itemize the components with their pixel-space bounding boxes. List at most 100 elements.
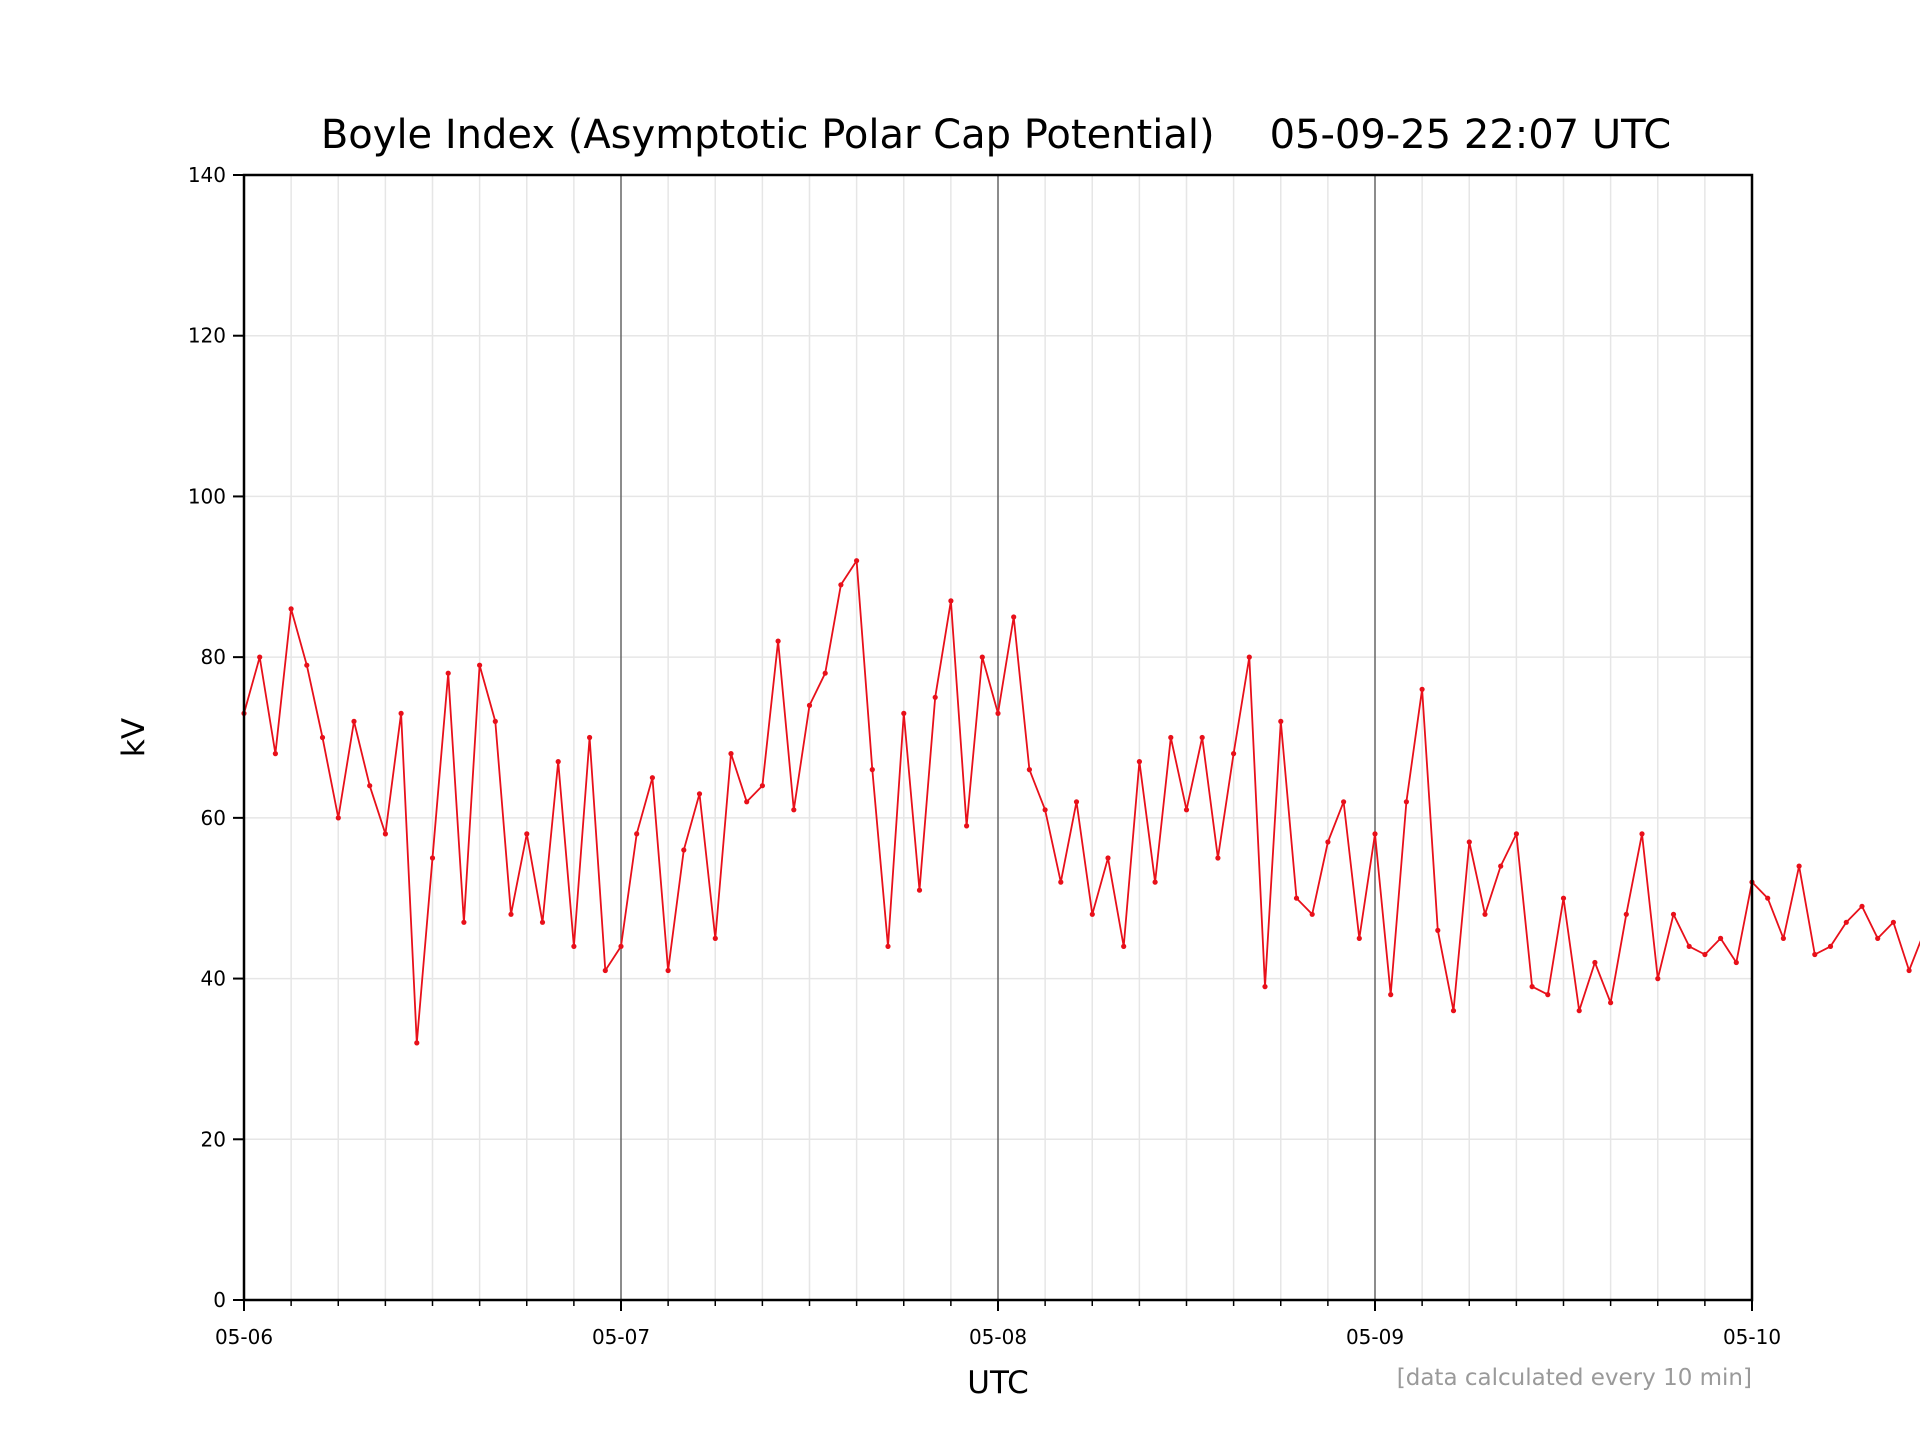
data-point xyxy=(1733,959,1739,966)
data-point xyxy=(791,807,797,813)
data-point xyxy=(1670,911,1677,917)
y-tick-label: 120 xyxy=(188,324,226,348)
data-point xyxy=(382,831,388,837)
data-point xyxy=(1796,863,1802,869)
data-point xyxy=(508,911,514,917)
data-point xyxy=(728,751,734,757)
data-point xyxy=(1325,839,1331,845)
chart-title: Boyle Index (Asymptotic Polar Cap Potent… xyxy=(321,112,1671,158)
data-point xyxy=(1073,799,1080,805)
data-point xyxy=(461,919,467,925)
data-point xyxy=(775,638,781,644)
data-point xyxy=(1639,831,1645,837)
y-tick-label: 60 xyxy=(201,806,226,830)
data-point xyxy=(1042,807,1048,813)
data-point xyxy=(838,582,844,588)
data-point xyxy=(1827,943,1834,950)
chart-title-main: Boyle Index (Asymptotic Polar Cap Potent… xyxy=(321,112,1215,158)
data-point xyxy=(1718,935,1724,942)
data-point xyxy=(1121,943,1127,950)
data-point xyxy=(351,718,357,725)
x-tick-label: 05-08 xyxy=(969,1325,1027,1349)
data-point xyxy=(1608,1000,1614,1006)
data-point xyxy=(571,943,577,950)
data-interval-note: [data calculated every 10 min] xyxy=(1397,1365,1752,1391)
data-point xyxy=(1246,654,1252,660)
data-point xyxy=(1168,734,1174,741)
data-point xyxy=(854,558,860,564)
data-point xyxy=(524,831,530,837)
data-point xyxy=(1843,919,1849,925)
data-point xyxy=(964,823,970,829)
y-tick-label: 100 xyxy=(188,484,226,508)
data-point xyxy=(1592,959,1598,966)
data-point xyxy=(1026,767,1032,773)
data-point xyxy=(1623,911,1629,917)
data-point xyxy=(1513,831,1519,837)
data-point xyxy=(1655,976,1661,982)
y-tick-label: 0 xyxy=(213,1288,226,1312)
data-point xyxy=(1498,863,1504,869)
data-point xyxy=(1356,935,1362,942)
data-point xyxy=(1812,951,1818,958)
data-point xyxy=(1576,1008,1582,1014)
data-point xyxy=(1765,895,1771,901)
data-point xyxy=(1262,984,1268,990)
data-point xyxy=(932,694,938,700)
data-point xyxy=(602,967,608,974)
series-line xyxy=(241,558,1920,1046)
data-point xyxy=(1309,911,1315,917)
data-point xyxy=(1890,919,1896,925)
x-tick-label: 05-10 xyxy=(1723,1325,1781,1349)
data-point xyxy=(1403,799,1409,805)
data-point xyxy=(445,670,451,676)
data-point xyxy=(1529,984,1535,990)
data-point xyxy=(1702,951,1708,958)
data-point xyxy=(1466,839,1472,845)
data-point xyxy=(1278,718,1284,725)
data-point xyxy=(1859,903,1865,909)
data-point xyxy=(822,670,828,676)
data-point xyxy=(367,783,373,789)
data-point xyxy=(681,847,687,853)
data-point xyxy=(1089,911,1095,917)
data-point xyxy=(429,855,436,861)
data-point xyxy=(869,767,875,773)
data-point xyxy=(304,662,310,668)
data-point xyxy=(1545,992,1551,998)
data-point xyxy=(649,775,656,781)
data-point xyxy=(1906,967,1912,974)
data-point xyxy=(1482,911,1488,917)
data-point xyxy=(319,734,326,741)
data-point xyxy=(618,943,624,950)
data-point xyxy=(1011,614,1017,620)
data-point xyxy=(1388,992,1394,998)
x-tick-label: 05-07 xyxy=(592,1325,650,1349)
data-point xyxy=(806,702,813,709)
data-point xyxy=(901,710,907,717)
data-point xyxy=(744,799,750,805)
data-point xyxy=(288,606,294,612)
y-tick-label: 140 xyxy=(188,163,226,187)
data-point xyxy=(665,967,671,974)
data-point xyxy=(1199,734,1205,741)
data-point xyxy=(1293,895,1300,901)
data-point xyxy=(398,710,404,717)
data-point xyxy=(916,887,923,893)
data-point xyxy=(477,662,483,668)
x-tick-label: 05-06 xyxy=(215,1325,273,1349)
chart-title-timestamp: 05-09-25 22:07 UTC xyxy=(1270,112,1672,158)
data-point xyxy=(1183,807,1190,813)
data-point xyxy=(257,654,263,660)
data-point xyxy=(492,718,498,725)
data-point xyxy=(539,919,546,925)
series-polyline xyxy=(243,559,1920,1044)
y-tick-label: 80 xyxy=(201,645,226,669)
data-point xyxy=(1136,759,1142,765)
data-point xyxy=(1450,1008,1457,1014)
data-point xyxy=(1341,799,1347,805)
x-tick-label: 05-09 xyxy=(1346,1325,1404,1349)
data-point xyxy=(995,710,1001,717)
data-point xyxy=(335,815,341,821)
